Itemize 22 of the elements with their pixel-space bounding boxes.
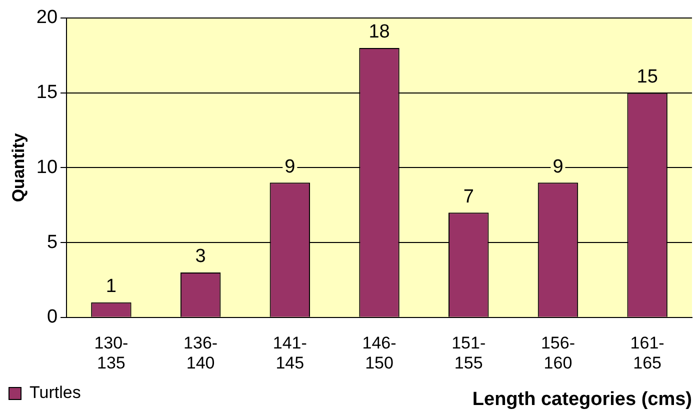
- x-tick-label: 151-155: [452, 333, 486, 373]
- x-tick-label: 161-165: [630, 333, 664, 373]
- y-axis-title: Quantity: [8, 132, 28, 202]
- x-tick-label: 136-140: [184, 333, 218, 373]
- y-tick-label: 20: [36, 7, 58, 28]
- y-tick-label: 10: [36, 156, 58, 178]
- x-tick-label: 130-135: [94, 333, 128, 373]
- y-tick-label: 5: [46, 232, 58, 253]
- data-label: 15: [636, 66, 658, 88]
- y-tick-label: 0: [46, 306, 58, 328]
- x-tick-label: 141-145: [272, 333, 307, 373]
- data-label: 3: [195, 246, 206, 268]
- legend-label: Turtles: [30, 383, 81, 402]
- data-label: 9: [552, 156, 564, 178]
- data-label: 18: [368, 22, 390, 43]
- y-tick-label: 15: [36, 82, 58, 104]
- data-label: 9: [284, 156, 296, 178]
- x-axis-title: Length categories (cms): [472, 388, 692, 410]
- data-label: 1: [106, 276, 116, 298]
- x-tick-label: 156-160: [540, 333, 575, 373]
- data-label: 7: [463, 186, 474, 208]
- x-tick-label: 146-150: [362, 333, 396, 373]
